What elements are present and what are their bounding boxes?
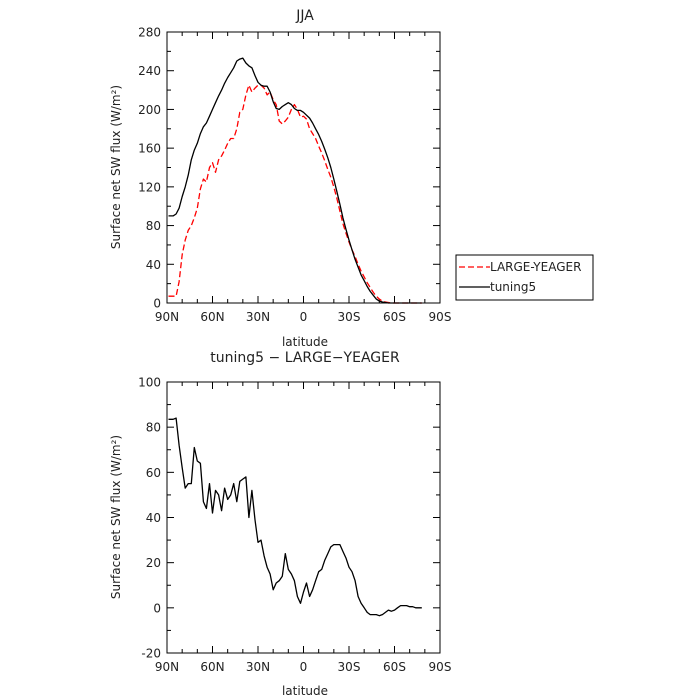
- plot-lines: [168, 417, 422, 617]
- x-axis: 90N 60N 30N 0 30S 60S 90S: [155, 32, 452, 324]
- x-tick-label: 30N: [246, 310, 270, 324]
- y-tick-label: 80: [146, 421, 161, 435]
- y-tick-label: 160: [138, 142, 161, 156]
- x-tick-label: 60S: [383, 660, 406, 674]
- y-tick-label: 200: [138, 103, 161, 117]
- x-axis: 90N 60N 30N 0 30S 60S 90S: [155, 382, 452, 674]
- x-tick-label: 90S: [429, 660, 452, 674]
- y-tick-label: 100: [138, 376, 161, 390]
- y-tick-label: 240: [138, 64, 161, 78]
- legend-box: [455, 254, 594, 301]
- series-line-large-yeager: [168, 84, 422, 304]
- y-tick-label: 280: [138, 26, 161, 40]
- x-axis-label: latitude: [282, 335, 328, 349]
- series-line-tuning5: [168, 57, 422, 304]
- series-line-difference: [168, 417, 422, 617]
- legend: LARGE-YEAGER tuning5: [455, 254, 594, 301]
- plot-frame: [166, 31, 441, 304]
- x-axis-label: latitude: [282, 684, 328, 698]
- x-tick-label: 60N: [200, 660, 224, 674]
- y-tick-label: 0: [153, 297, 161, 311]
- y-axis: -20 0 20 40 60 80 100: [138, 376, 440, 661]
- y-axis-label: Surface net SW flux (W/m²): [109, 435, 123, 599]
- plot-frame: [166, 381, 441, 654]
- y-tick-label: 40: [146, 511, 161, 525]
- legend-label-tuning5: tuning5: [490, 280, 536, 294]
- chart-title: JJA: [295, 8, 314, 24]
- x-tick-label: 30S: [338, 660, 361, 674]
- y-axis: 0 40 80 120 160 200 240 280: [138, 26, 440, 311]
- x-tick-label: 90N: [155, 310, 179, 324]
- x-tick-label: 60N: [200, 310, 224, 324]
- y-tick-label: 40: [146, 258, 161, 272]
- chart-bottom-panel: tuning5 − LARGE−YEAGER -20 0 20 40 60 80 100 9…: [109, 350, 451, 698]
- x-tick-label: 90S: [429, 310, 452, 324]
- y-axis-label: Surface net SW flux (W/m²): [109, 85, 123, 249]
- y-tick-label: 20: [146, 556, 161, 570]
- x-tick-label: 90N: [155, 660, 179, 674]
- x-tick-label: 60S: [383, 310, 406, 324]
- x-tick-label: 30N: [246, 660, 270, 674]
- y-tick-label: -20: [141, 647, 161, 661]
- x-tick-label: 0: [300, 660, 308, 674]
- plot-lines: [168, 57, 422, 304]
- x-tick-label: 30S: [338, 310, 361, 324]
- chart-title: tuning5 − LARGE−YEAGER: [210, 350, 400, 366]
- y-tick-label: 0: [153, 601, 161, 615]
- legend-label-large-yeager: LARGE-YEAGER: [490, 260, 581, 274]
- y-tick-label: 60: [146, 466, 161, 480]
- chart-top-panel: JJA 0 40 80 120 160 200 240 280 90N 60N 30N 0 30S 60…: [109, 8, 594, 349]
- y-tick-label: 80: [146, 219, 161, 233]
- x-tick-label: 0: [300, 310, 308, 324]
- y-tick-label: 120: [138, 180, 161, 194]
